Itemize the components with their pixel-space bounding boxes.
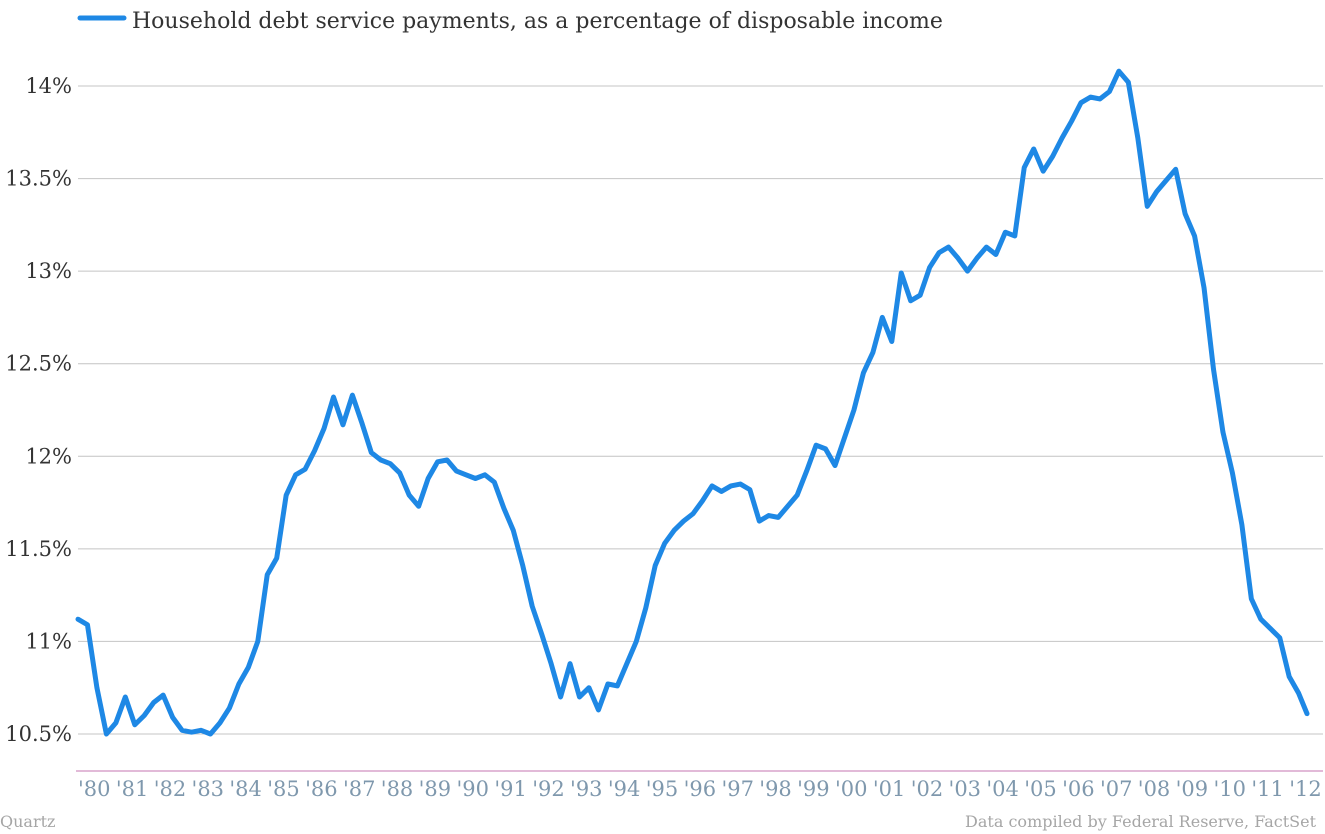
y-axis: 14% 13.5% 13% 12.5% 12% 11.5% 11% 10.5% [5,74,72,746]
y-tick-label: 10.5% [5,722,72,746]
x-tick-label: '10 [1214,777,1247,801]
x-tick-label: '93 [570,777,603,801]
x-tick-label: '96 [684,777,717,801]
x-tick-label: '81 [116,777,149,801]
x-tick-label: '85 [267,777,300,801]
y-tick-label: 13% [25,259,72,283]
y-tick-label: 13.5% [5,167,72,191]
x-tick-label: '07 [1100,777,1133,801]
x-tick-label: '97 [721,777,754,801]
x-tick-label: '04 [986,777,1019,801]
footer-credit: Quartz [0,812,55,831]
x-tick-label: '80 [78,777,111,801]
x-tick-label: '11 [1251,777,1284,801]
x-tick-label: '99 [797,777,830,801]
x-tick-label: '08 [1138,777,1171,801]
x-tick-label: '01 [873,777,906,801]
x-tick-label: '92 [532,777,565,801]
gridlines [78,85,1323,735]
x-tick-label: '86 [305,777,338,801]
series-line [75,68,1310,737]
x-tick-label: '84 [229,777,262,801]
x-tick-label: '88 [381,777,414,801]
x-tick-label: '87 [343,777,376,801]
x-tick-label: '89 [419,777,452,801]
x-tick-label: '82 [154,777,187,801]
legend: Household debt service payments, as a pe… [77,9,943,34]
x-tick-label: '12 [1289,777,1322,801]
x-tick-label: '91 [494,777,526,801]
x-tick-label: '00 [835,777,868,801]
y-tick-label: 12.5% [5,352,72,376]
x-tick-label: '03 [949,777,982,801]
footer-source: Data compiled by Federal Reserve, FactSe… [965,812,1317,831]
y-tick-label: 12% [25,444,72,468]
x-tick-label: '02 [911,777,944,801]
y-tick-label: 11% [25,629,72,653]
y-tick-label: 11.5% [5,537,72,561]
x-tick-label: '09 [1176,777,1209,801]
x-tick-label: '90 [457,777,490,801]
x-tick-label: '98 [759,777,792,801]
x-axis: '80'81'82'83'84'85'86'87'88'89'90'91'92 '… [78,777,1322,801]
series-layer [75,68,1310,737]
x-tick-label: '05 [1024,777,1057,801]
legend-label: Household debt service payments, as a pe… [132,9,943,34]
x-tick-label: '06 [1062,777,1095,801]
x-tick-label: '83 [192,777,225,801]
x-tick-label: '94 [608,777,641,801]
x-tick-label: '95 [646,777,679,801]
y-tick-label: 14% [25,74,72,98]
